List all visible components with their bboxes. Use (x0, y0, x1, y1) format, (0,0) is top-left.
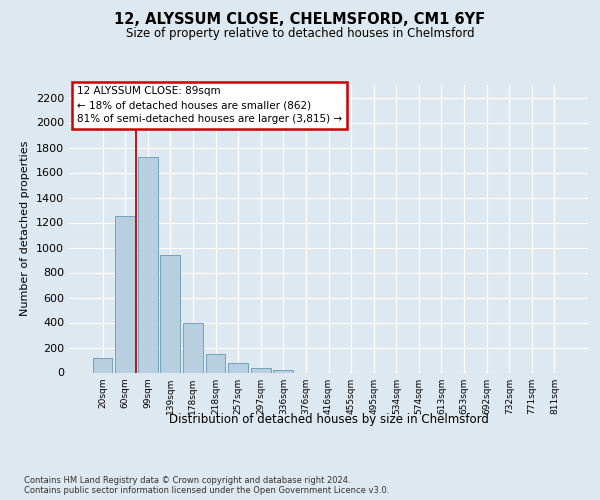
Bar (251, 368, 271, 372)
Text: 12 ALYSSUM CLOSE: 89sqm
← 18% of detached houses are smaller (862)
81% of semi-d: 12 ALYSSUM CLOSE: 89sqm ← 18% of detache… (77, 86, 342, 124)
Y-axis label: Number of detached properties: Number of detached properties (20, 141, 31, 316)
Bar (92, 358, 112, 372)
Text: Contains HM Land Registry data © Crown copyright and database right 2024.
Contai: Contains HM Land Registry data © Crown c… (24, 476, 389, 495)
Bar (183, 322, 203, 372)
Bar (138, 157, 158, 372)
Text: Distribution of detached houses by size in Chelmsford: Distribution of detached houses by size … (169, 412, 489, 426)
Text: Size of property relative to detached houses in Chelmsford: Size of property relative to detached ho… (125, 28, 475, 40)
Text: 12, ALYSSUM CLOSE, CHELMSFORD, CM1 6YF: 12, ALYSSUM CLOSE, CHELMSFORD, CM1 6YF (115, 12, 485, 28)
Bar (115, 216, 135, 372)
Bar (228, 363, 248, 372)
Bar (160, 255, 180, 372)
Bar (274, 370, 293, 372)
Bar (206, 354, 226, 372)
